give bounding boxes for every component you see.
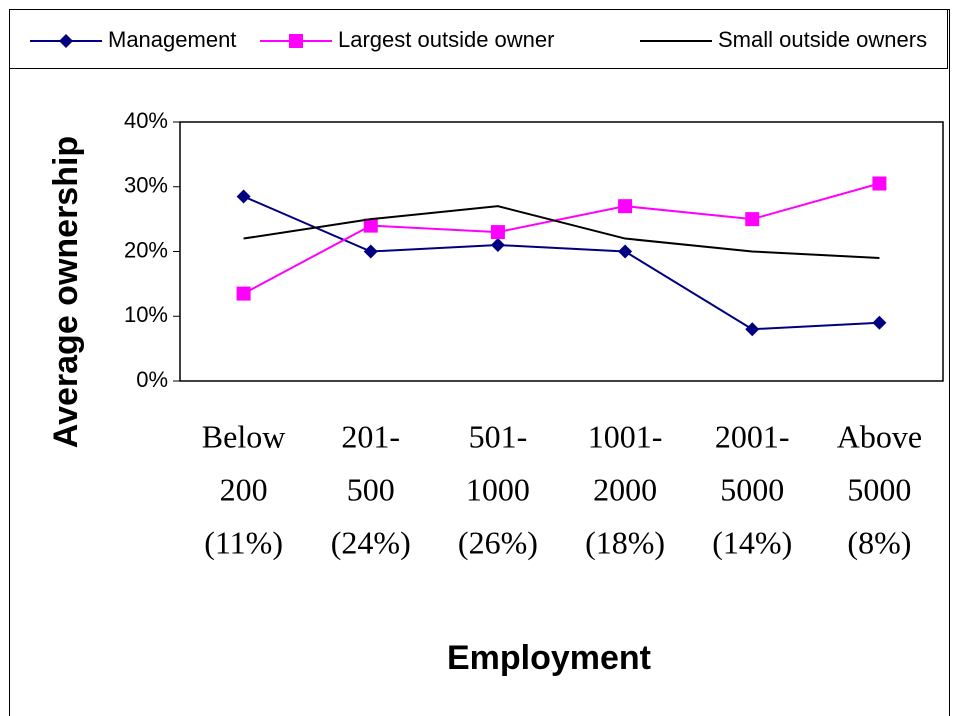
x-tick-label: 1001- bbox=[588, 418, 663, 454]
point bbox=[872, 176, 887, 191]
x-axis-title: Employment bbox=[447, 639, 651, 677]
y-tick-label: 40% bbox=[124, 108, 168, 133]
legend-label: Largest outside owner bbox=[338, 27, 554, 52]
point bbox=[363, 244, 378, 259]
x-tick-label: (11%) bbox=[204, 524, 283, 560]
legend-box bbox=[9, 9, 948, 69]
legend-marker bbox=[289, 34, 303, 48]
x-tick-label: (24%) bbox=[331, 524, 411, 560]
x-tick-label: 1000 bbox=[466, 471, 530, 507]
y-tick-label: 10% bbox=[124, 302, 168, 327]
y-axis-title: Average ownership bbox=[47, 136, 85, 448]
x-tick-label: Above bbox=[837, 418, 922, 454]
series-line bbox=[243, 205, 880, 259]
x-tick-label: (14%) bbox=[712, 524, 792, 560]
point bbox=[618, 199, 633, 214]
x-tick-label: 200 bbox=[220, 471, 268, 507]
point bbox=[745, 322, 760, 337]
x-tick-label: 201- bbox=[341, 418, 400, 454]
legend-marker bbox=[59, 34, 73, 48]
legend-label: Small outside owners bbox=[718, 27, 927, 52]
x-tick-label: Below bbox=[202, 418, 286, 454]
plot-area bbox=[179, 121, 944, 382]
x-tick-label: 2000 bbox=[593, 471, 657, 507]
x-tick-label: 500 bbox=[347, 471, 395, 507]
x-tick-label: 501- bbox=[469, 418, 528, 454]
x-tick-label: (26%) bbox=[458, 524, 538, 560]
point bbox=[490, 238, 505, 253]
y-tick-label: 0% bbox=[136, 367, 168, 392]
point bbox=[618, 244, 633, 259]
x-tick-label: 5000 bbox=[720, 471, 784, 507]
x-tick-label: (8%) bbox=[847, 524, 911, 560]
point bbox=[745, 212, 760, 227]
y-tick-label: 30% bbox=[124, 173, 168, 198]
point bbox=[872, 315, 887, 330]
point bbox=[236, 189, 251, 204]
y-tick-label: 20% bbox=[124, 237, 168, 262]
legend-label: Management bbox=[108, 27, 236, 52]
x-tick-label: (18%) bbox=[585, 524, 665, 560]
x-tick-label: 5000 bbox=[847, 471, 911, 507]
series-line bbox=[243, 195, 880, 331]
point bbox=[236, 286, 251, 301]
point bbox=[490, 225, 505, 240]
series-line bbox=[243, 182, 880, 295]
x-tick-label: 2001- bbox=[715, 418, 790, 454]
point bbox=[363, 218, 378, 233]
